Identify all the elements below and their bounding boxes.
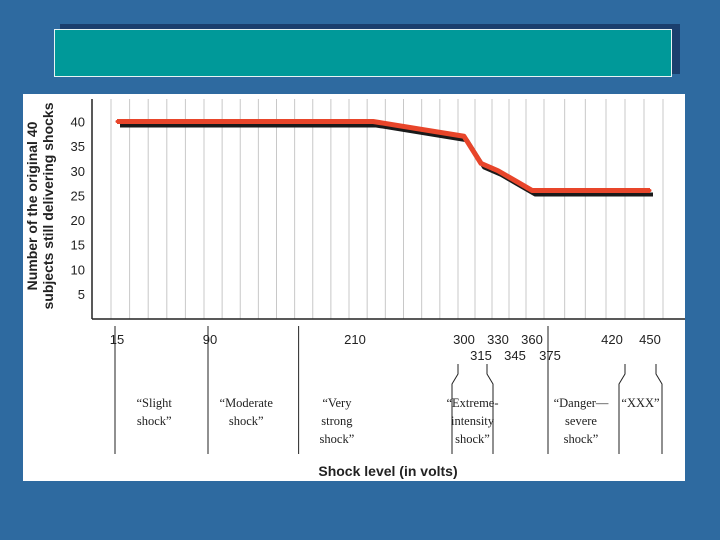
category-label: “Extreme- [446,396,498,410]
series-point [496,169,500,173]
y-tick-label: 15 [71,238,85,253]
x-tick-label: 345 [504,348,526,363]
category-label: shock” [320,432,355,446]
category-label: “Moderate [220,396,274,410]
x-tick-label: 450 [639,332,661,347]
category-bracket [486,364,494,454]
x-tick-label: 330 [487,332,509,347]
slide-title-box [54,29,672,77]
series-point [548,188,552,192]
y-tick-label: 40 [71,115,85,130]
x-tick-label: 210 [344,332,366,347]
series-point [371,120,375,123]
x-tick-label: 90 [203,332,217,347]
category-label: strong [321,414,353,428]
y-tick-label: 20 [71,213,85,228]
x-tick-label: 15 [110,332,124,347]
obedience-chart: 5 10 15 20 25 30 35 40 Number of the original 40… [24,99,685,479]
x-axis-title: Shock level (in volts) [318,463,457,479]
series-point [530,188,534,192]
series-point [648,188,652,192]
category-label: “Very [322,396,352,410]
y-tick-label: 30 [71,164,85,179]
category-label: shock” [455,432,490,446]
series-point [513,179,517,183]
category-bracket [618,364,626,454]
series-line-shadow [120,123,653,197]
series-point [479,161,483,165]
category-label: “Danger— [554,396,609,410]
x-tick-label: 360 [521,332,543,347]
category-bracket [655,364,663,454]
category-label: severe [565,414,597,428]
x-tick-label: 315 [470,348,492,363]
series-point [115,120,119,123]
y-tick-label: 10 [71,262,85,277]
category-label: shock” [564,432,599,446]
category-label: intensity [451,414,495,428]
category-bracket [451,364,459,454]
series-point [462,134,466,138]
series-line [117,119,650,193]
chart-panel: 5 10 15 20 25 30 35 40 Number of the original 40… [23,94,685,481]
y-axis-title-line: subjects still delivering shocks [40,102,56,309]
x-tick-label: 375 [539,348,561,363]
y-tick-label: 25 [71,188,85,203]
y-tick-label: 35 [71,139,85,154]
x-tick-label: 420 [601,332,623,347]
category-label: “Slight [136,396,172,410]
x-tick-label: 300 [453,332,475,347]
category-label: “XXX” [621,396,659,410]
y-tick-label: 5 [78,287,85,302]
category-label: shock” [137,414,172,428]
category-label: shock” [229,414,264,428]
y-axis-title-line: Number of the original 40 [24,121,40,290]
